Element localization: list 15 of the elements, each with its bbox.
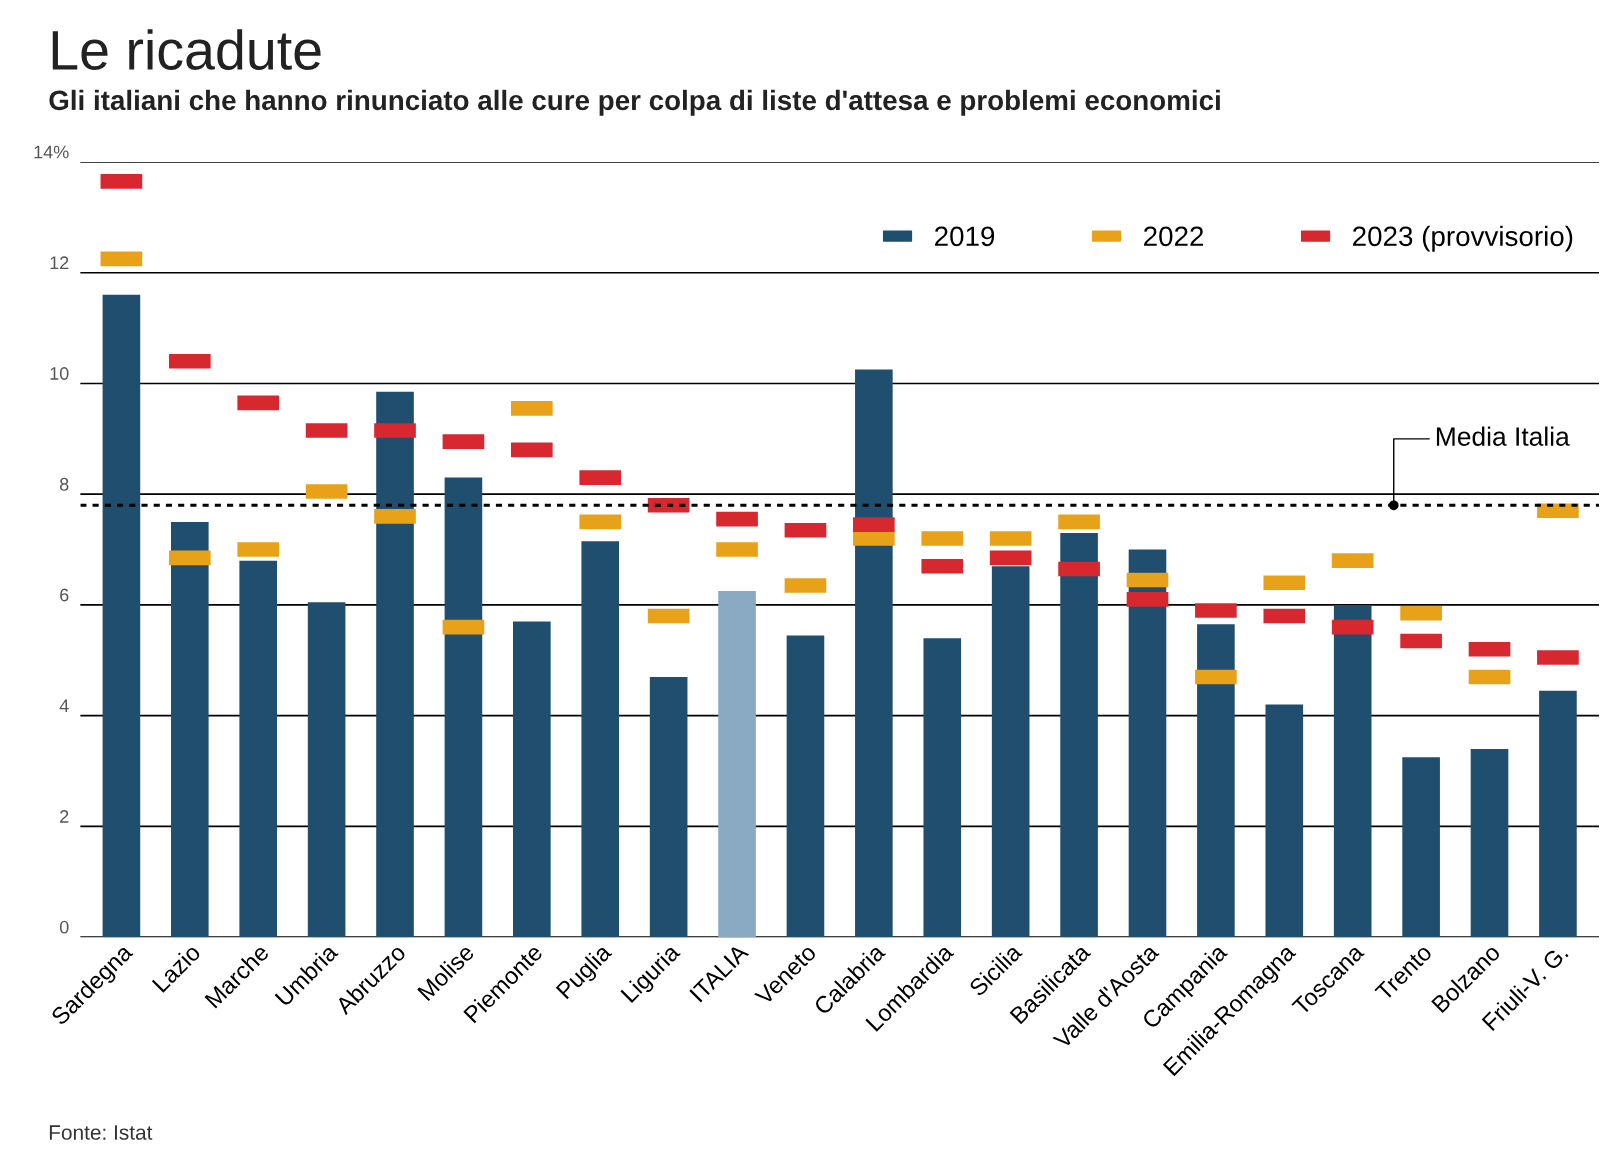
chart-subtitle: Gli italiani che hanno rinunciato alle cure per colpa di liste d'attesa e problemi economici (49, 89, 1220, 116)
chart-title: Le ricadute (52, 29, 321, 70)
y-tick-label: 12 (50, 256, 69, 269)
ref-line-label: Media Italia (1436, 426, 1570, 446)
y-tick-label: 0 (59, 920, 69, 934)
legend-label: 2023 (provvisorio) (1353, 225, 1573, 252)
y-tick-label: 14% (34, 145, 69, 159)
y-tick-label: 8 (59, 477, 69, 491)
y-tick-label: 6 (60, 588, 69, 602)
source-note: Fonte: Istat (49, 1125, 153, 1140)
y-tick-label: 4 (59, 699, 69, 712)
legend-label: 2019 (935, 226, 995, 247)
y-tick-label: 2 (60, 810, 69, 823)
y-tick-label: 10 (50, 367, 69, 380)
legend-label: 2022 (1144, 226, 1204, 247)
